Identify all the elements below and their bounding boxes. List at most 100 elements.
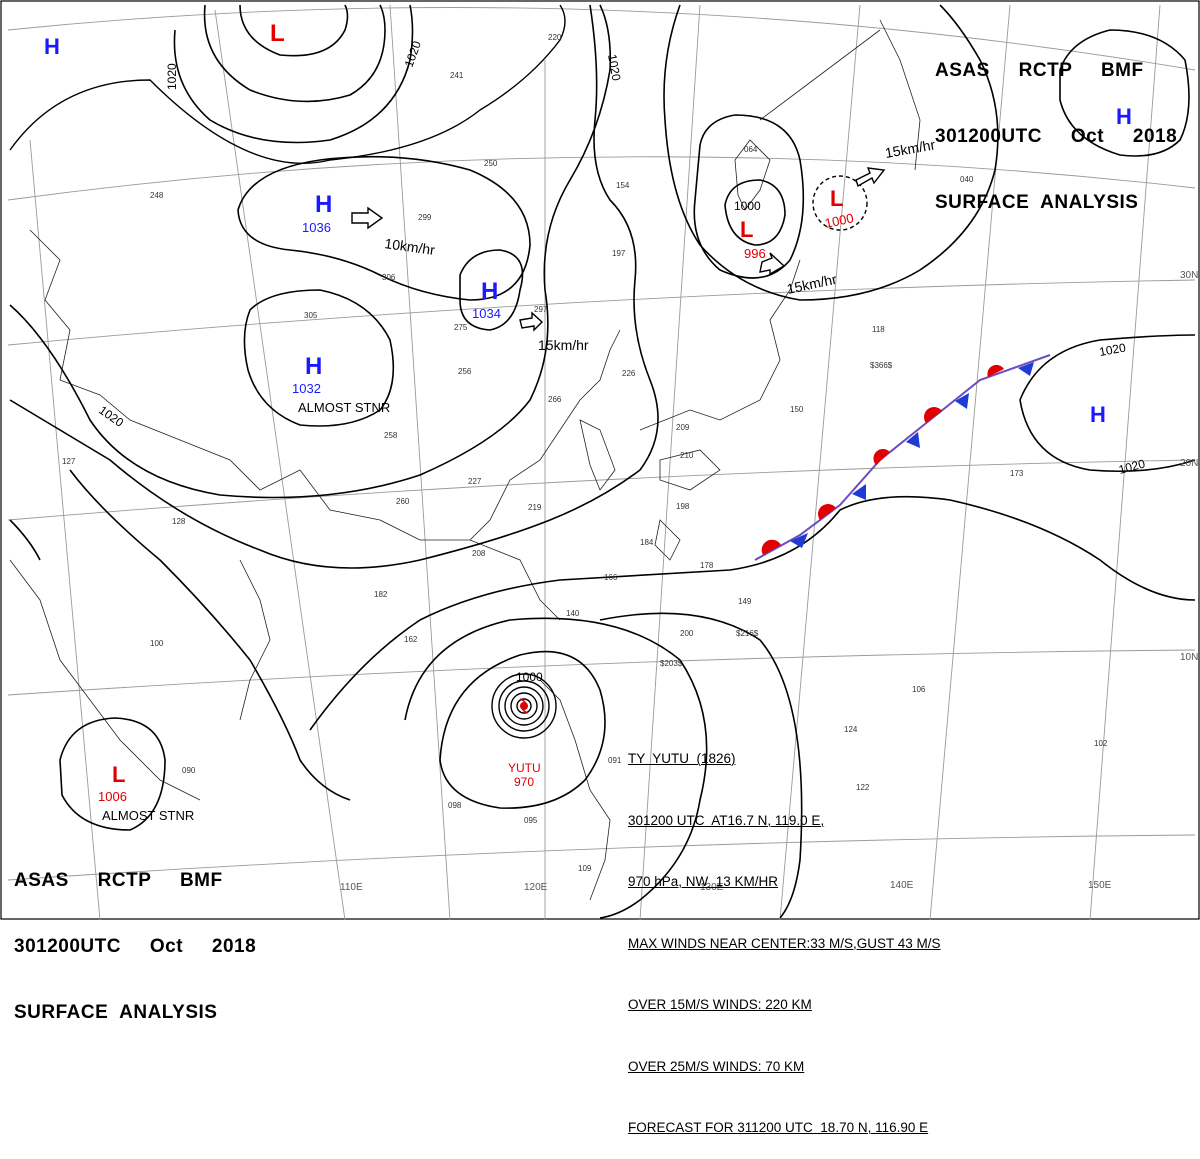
high-center-value: 1034 xyxy=(472,306,501,321)
low-center-value: 1000 xyxy=(824,210,855,231)
motion-arrow-icon xyxy=(351,206,384,230)
station-pressure: $203$ xyxy=(660,659,683,668)
station-pressure: 220 xyxy=(548,33,562,42)
station-pressure: $216$ xyxy=(736,629,759,638)
station-pressure: 118 xyxy=(872,325,885,334)
isobars xyxy=(9,4,1196,919)
graticule-labels: 30N 20N 10N 110E 120E 130E 140E 150E xyxy=(340,270,1198,893)
station-pressure: 297 xyxy=(534,305,548,314)
motion-arrows xyxy=(351,167,886,332)
motion-speed-label: 15km/hr xyxy=(785,271,838,297)
station-pressure: 200 xyxy=(680,629,694,638)
station-pressure: 250 xyxy=(484,159,498,168)
low-center-996-symbol: L xyxy=(740,217,753,242)
typhoon-info-line: 970 hPa, NW 13 KM/HR xyxy=(628,874,779,889)
isobar-labels: 1020 1020 1020 1020 1000 1020 1020 1000 xyxy=(96,39,1147,684)
typhoon-info-line: MAX WINDS NEAR CENTER:33 M/S,GUST 43 M/S xyxy=(628,935,941,951)
station-pressure: 197 xyxy=(612,249,626,258)
station-pressure: 173 xyxy=(1010,469,1024,478)
header-line-2: 301200UTC Oct 2018 xyxy=(935,126,1178,147)
station-pressure: 064 xyxy=(744,145,758,154)
lat-label: 20N xyxy=(1180,458,1198,469)
header-bottom-line-3: SURFACE ANALYSIS xyxy=(14,1002,218,1023)
station-pressure: 275 xyxy=(454,323,468,332)
lat-label: 10N xyxy=(1180,652,1198,663)
low-center-value: 1006 xyxy=(98,789,127,804)
station-pressure: 106 xyxy=(912,685,926,694)
station-pressure: 227 xyxy=(468,477,482,486)
isobar-label: 1020 xyxy=(165,63,179,90)
motion-arrow-icon xyxy=(759,252,786,276)
forecast-low-circle xyxy=(812,175,868,231)
isobar-label: 1020 xyxy=(1117,456,1147,477)
station-pressure: 095 xyxy=(524,816,538,825)
front-line xyxy=(754,354,1051,561)
lon-label: 120E xyxy=(524,882,548,893)
typhoon-symbol xyxy=(519,698,529,714)
station-pressure: 219 xyxy=(528,503,542,512)
station-pressure: 306 xyxy=(382,273,396,282)
motion-speed-label: 15km/hr xyxy=(538,337,589,353)
high-center-value: 1032 xyxy=(292,381,321,396)
station-pressure: 154 xyxy=(616,181,630,190)
high-center-ne-symbol: H xyxy=(1116,104,1132,129)
station-pressure: 128 xyxy=(172,517,186,526)
station-pressure: 208 xyxy=(472,549,486,558)
motion-arrow-icon xyxy=(519,311,544,332)
station-pressure: 091 xyxy=(608,756,622,765)
station-pressure: 184 xyxy=(640,538,654,547)
high-center-nw-symbol: H xyxy=(44,34,60,59)
station-pressure: 124 xyxy=(844,725,858,734)
station-pressure: 260 xyxy=(396,497,410,506)
motion-speed-label: 15km/hr xyxy=(884,136,937,161)
coastlines xyxy=(9,19,921,901)
chart-header: ASAS RCTP BMF 301200UTC Oct 2018 SURFACE… xyxy=(935,16,1177,236)
station-pressure: 182 xyxy=(374,590,388,599)
stationary-note: ALMOST STNR xyxy=(102,808,194,823)
station-pressure: 150 xyxy=(790,405,804,414)
station-pressure: 090 xyxy=(182,766,196,775)
pressure-centers: H H H H H H L L L L xyxy=(44,20,1132,787)
station-pressure: 127 xyxy=(62,457,76,466)
station-pressure: 102 xyxy=(1094,739,1108,748)
isobar-label: 1020 xyxy=(96,403,126,430)
chart-header-bottom: ASAS RCTP BMF 301200UTC Oct 2018 SURFACE… xyxy=(14,826,256,1046)
isobar-label: 1020 xyxy=(402,39,424,69)
stationary-note: ALMOST STNR xyxy=(298,400,390,415)
station-pressure: 248 xyxy=(150,191,164,200)
typhoon-center-isobars xyxy=(491,673,557,739)
station-pressure: 149 xyxy=(738,597,752,606)
station-pressure: 162 xyxy=(404,635,418,644)
lat-label: 30N xyxy=(1180,270,1198,281)
low-center-1000-symbol: L xyxy=(830,186,843,211)
station-pressure: $366$ xyxy=(870,361,893,370)
typhoon-info-block: TY YUTU (1826) 301200 UTC AT16.7 N, 119.… xyxy=(628,708,941,1159)
station-pressure: 241 xyxy=(450,71,464,80)
motion-arrow-icon xyxy=(855,167,886,188)
high-center-1036-symbol: H xyxy=(315,191,332,218)
station-pressure: 109 xyxy=(578,864,592,873)
station-pressure: 210 xyxy=(680,451,694,460)
station-pressure: 209 xyxy=(676,423,690,432)
low-center-1006-symbol: L xyxy=(112,762,125,787)
station-pressure: 305 xyxy=(304,311,318,320)
station-pressure: 266 xyxy=(548,395,562,404)
station-pressure: 256 xyxy=(458,367,472,376)
typhoon-info-line: FORECAST FOR 311200 UTC 18.70 N, 116.90 … xyxy=(628,1120,929,1135)
surface-analysis-map: H H H H H H L L L L 1036 1034 1032 ALMOS… xyxy=(0,0,1200,920)
typhoon-name-label: YUTU xyxy=(508,761,541,775)
motion-speed-label: 10km/hr xyxy=(384,235,437,258)
station-pressure: 178 xyxy=(700,561,714,570)
typhoon-pressure-label: 970 xyxy=(514,775,534,789)
high-center-value: 1036 xyxy=(302,220,331,235)
low-center-n-symbol: L xyxy=(270,20,285,47)
station-pressure: 198 xyxy=(676,502,690,511)
isobar-label: 1000 xyxy=(734,199,761,213)
header-line-3: SURFACE ANALYSIS xyxy=(935,192,1139,213)
isobar-label: 1020 xyxy=(605,53,623,82)
station-pressure: 166 xyxy=(604,573,618,582)
header-bottom-line-2: 301200UTC Oct 2018 xyxy=(14,936,257,957)
station-pressure: 299 xyxy=(418,213,432,222)
typhoon-info-line: TY YUTU (1826) xyxy=(628,751,736,766)
isobar-label: 1020 xyxy=(1098,340,1127,358)
